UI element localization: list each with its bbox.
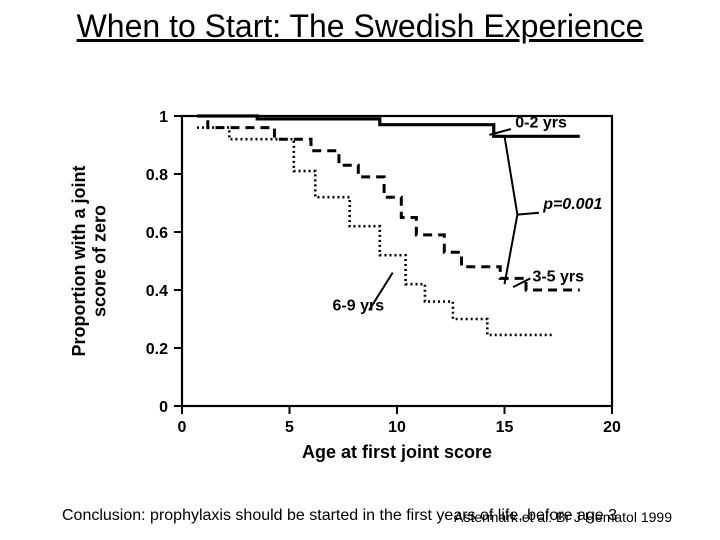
svg-text:5: 5 xyxy=(285,419,294,436)
svg-text:15: 15 xyxy=(496,419,514,436)
footer: Conclusion: prophylaxis should be starte… xyxy=(62,506,662,526)
svg-text:0.2: 0.2 xyxy=(146,341,168,358)
svg-text:0.4: 0.4 xyxy=(146,283,168,300)
chart-svg: 0 5 10 15 20 0 0.2 0.4 0.6 0.8 1 Age at first joint… xyxy=(70,102,650,470)
svg-text:0: 0 xyxy=(159,399,168,416)
svg-text:3-5 yrs: 3-5 yrs xyxy=(532,268,584,285)
svg-text:0-2 yrs: 0-2 yrs xyxy=(515,115,567,132)
svg-text:0.6: 0.6 xyxy=(146,225,168,242)
svg-text:0: 0 xyxy=(178,419,187,436)
svg-text:Age at first joint score: Age at first joint score xyxy=(302,442,492,462)
citation-text: Astermark et al: Br J Hematol 1999 xyxy=(454,509,672,527)
svg-text:0.8: 0.8 xyxy=(146,167,168,184)
slide-root: When to Start: The Swedish Experience 0 5… xyxy=(0,0,720,540)
slide-title: When to Start: The Swedish Experience xyxy=(0,8,720,45)
svg-text:1: 1 xyxy=(159,109,168,126)
svg-text:p=0.001: p=0.001 xyxy=(542,196,602,213)
svg-text:10: 10 xyxy=(388,419,406,436)
survival-chart: 0 5 10 15 20 0 0.2 0.4 0.6 0.8 1 Age at first joint… xyxy=(70,102,650,470)
svg-text:20: 20 xyxy=(603,419,621,436)
svg-text:Proportion with a jointscore o: Proportion with a jointscore of zero xyxy=(70,166,110,357)
